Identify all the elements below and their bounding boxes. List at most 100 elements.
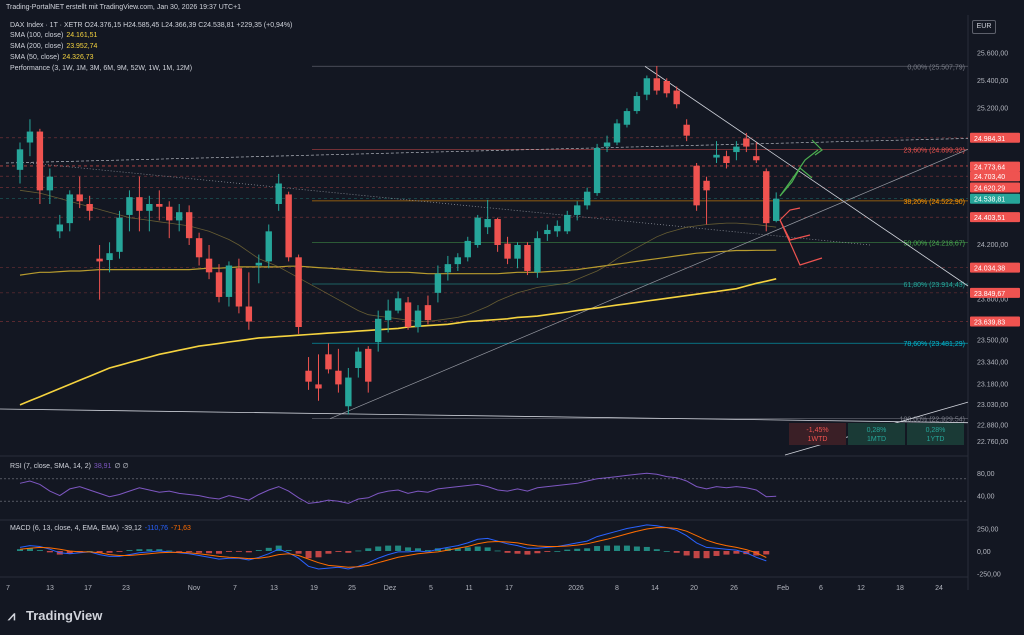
candle-body [176, 212, 183, 221]
candle-body [564, 214, 571, 232]
candle-body [593, 147, 601, 194]
candle-body [106, 253, 113, 261]
currency-selector[interactable]: EUR [972, 20, 996, 34]
candle-body [245, 306, 253, 322]
price-label-text: 24.703,40 [974, 174, 1005, 181]
macd-histogram-bar [216, 551, 222, 554]
candle-body [285, 194, 292, 258]
candle-body [36, 131, 44, 191]
price-label-text: 23.849,67 [974, 291, 1005, 298]
candle-body [26, 131, 34, 143]
x-tick-label: Nov [188, 585, 201, 592]
macd-histogram-bar [315, 551, 322, 558]
macd-histogram-bar [265, 547, 272, 551]
trendline [5, 138, 969, 164]
macd-histogram-bar [235, 551, 242, 552]
macd-histogram-bar [673, 551, 680, 553]
y-tick-label: 23.800,00 [977, 297, 1008, 304]
candle-body [484, 219, 491, 228]
macd-histogram-bar [723, 551, 730, 555]
macd-histogram-bar [544, 551, 551, 552]
macd-histogram-bar [763, 551, 770, 555]
candle-body [195, 238, 203, 258]
candle-body [384, 310, 392, 321]
candle-body [474, 217, 481, 245]
candle-body [454, 257, 461, 265]
macd-histogram-bar [594, 546, 601, 551]
macd-histogram-bar [186, 551, 193, 552]
macd-histogram-bar [733, 551, 740, 554]
price-label-tag [970, 212, 1020, 223]
macd-histogram-bar [474, 546, 481, 551]
price-label-text: 24.620,29 [974, 186, 1005, 193]
candle-body [136, 197, 143, 211]
candle-body [96, 258, 103, 262]
candle-body [394, 298, 402, 311]
macd-histogram-bar [26, 548, 33, 551]
candle-body [693, 165, 700, 206]
macd-tick: 250,00 [977, 527, 999, 534]
candle-body [613, 123, 621, 143]
macd-histogram-bar [136, 549, 143, 551]
macd-histogram-bar [424, 550, 431, 551]
x-tick-label: 8 [615, 585, 619, 592]
fib-level-label: 50,00% (24.218,67) [904, 240, 966, 247]
candle-body [703, 180, 710, 191]
x-tick-label: 2026 [568, 585, 584, 592]
x-tick-label: 17 [505, 585, 513, 592]
macd-histogram-bar [146, 549, 153, 551]
price-label-text: 24.773,64 [974, 165, 1005, 172]
tradingview-brand[interactable]: ⩘ TradingView [8, 608, 103, 623]
macd-histogram-bar [355, 550, 362, 552]
y-tick-label: 23.500,00 [977, 338, 1008, 345]
scenario-arrow [779, 219, 823, 266]
candle-body [663, 81, 670, 94]
candle-body [375, 318, 382, 343]
candle-body [424, 305, 432, 321]
price-label-tag [970, 287, 1020, 298]
x-tick-label: 25 [348, 585, 356, 592]
macd-histogram-bar [46, 551, 53, 553]
candle-body [404, 302, 412, 327]
candle-body [225, 265, 233, 297]
trendline [29, 162, 871, 246]
price-label-text: 23.639,83 [974, 320, 1005, 327]
candle-body [235, 268, 243, 307]
x-tick-label: 11 [465, 585, 472, 592]
candle-body [56, 224, 63, 232]
x-tick-label: 7 [233, 585, 237, 592]
candle-body [46, 176, 54, 191]
sma50-legend: SMA (50, close) 24.326,73 [10, 54, 94, 61]
macd-histogram-bar [206, 551, 213, 554]
macd-histogram-bar [96, 551, 103, 553]
candle-body [763, 171, 770, 224]
candle-body [295, 257, 302, 327]
x-tick-label: 26 [730, 585, 738, 592]
candle-body [345, 377, 352, 407]
rsi-legend: RSI (7, close, SMA, 14, 2) 38,91 ∅ ∅ [10, 463, 129, 470]
x-tick-label: 14 [651, 585, 659, 592]
candle-body [753, 156, 760, 161]
candle-body [733, 146, 740, 153]
macd-histogram-bar [156, 549, 163, 551]
x-tick-label: Feb [777, 585, 789, 592]
macd-histogram-bar [643, 546, 650, 551]
macd-histogram-bar [454, 548, 461, 551]
macd-histogram-bar [484, 547, 491, 551]
macd-histogram-bar [514, 551, 521, 554]
candle-body [653, 78, 660, 91]
macd-histogram-bar [713, 551, 720, 556]
macd-histogram-bar [106, 551, 113, 553]
candle-body [414, 310, 422, 327]
x-tick-label: 23 [122, 585, 130, 592]
candle-body [464, 240, 471, 258]
macd-histogram-bar [554, 551, 561, 552]
trendline [0, 408, 969, 424]
macd-histogram-bar [574, 548, 581, 551]
macd-histogram-bar [564, 549, 571, 551]
candle-body [444, 264, 452, 273]
macd-histogram-bar [604, 545, 611, 551]
macd-histogram-bar [176, 551, 183, 552]
candle-body [76, 194, 83, 202]
